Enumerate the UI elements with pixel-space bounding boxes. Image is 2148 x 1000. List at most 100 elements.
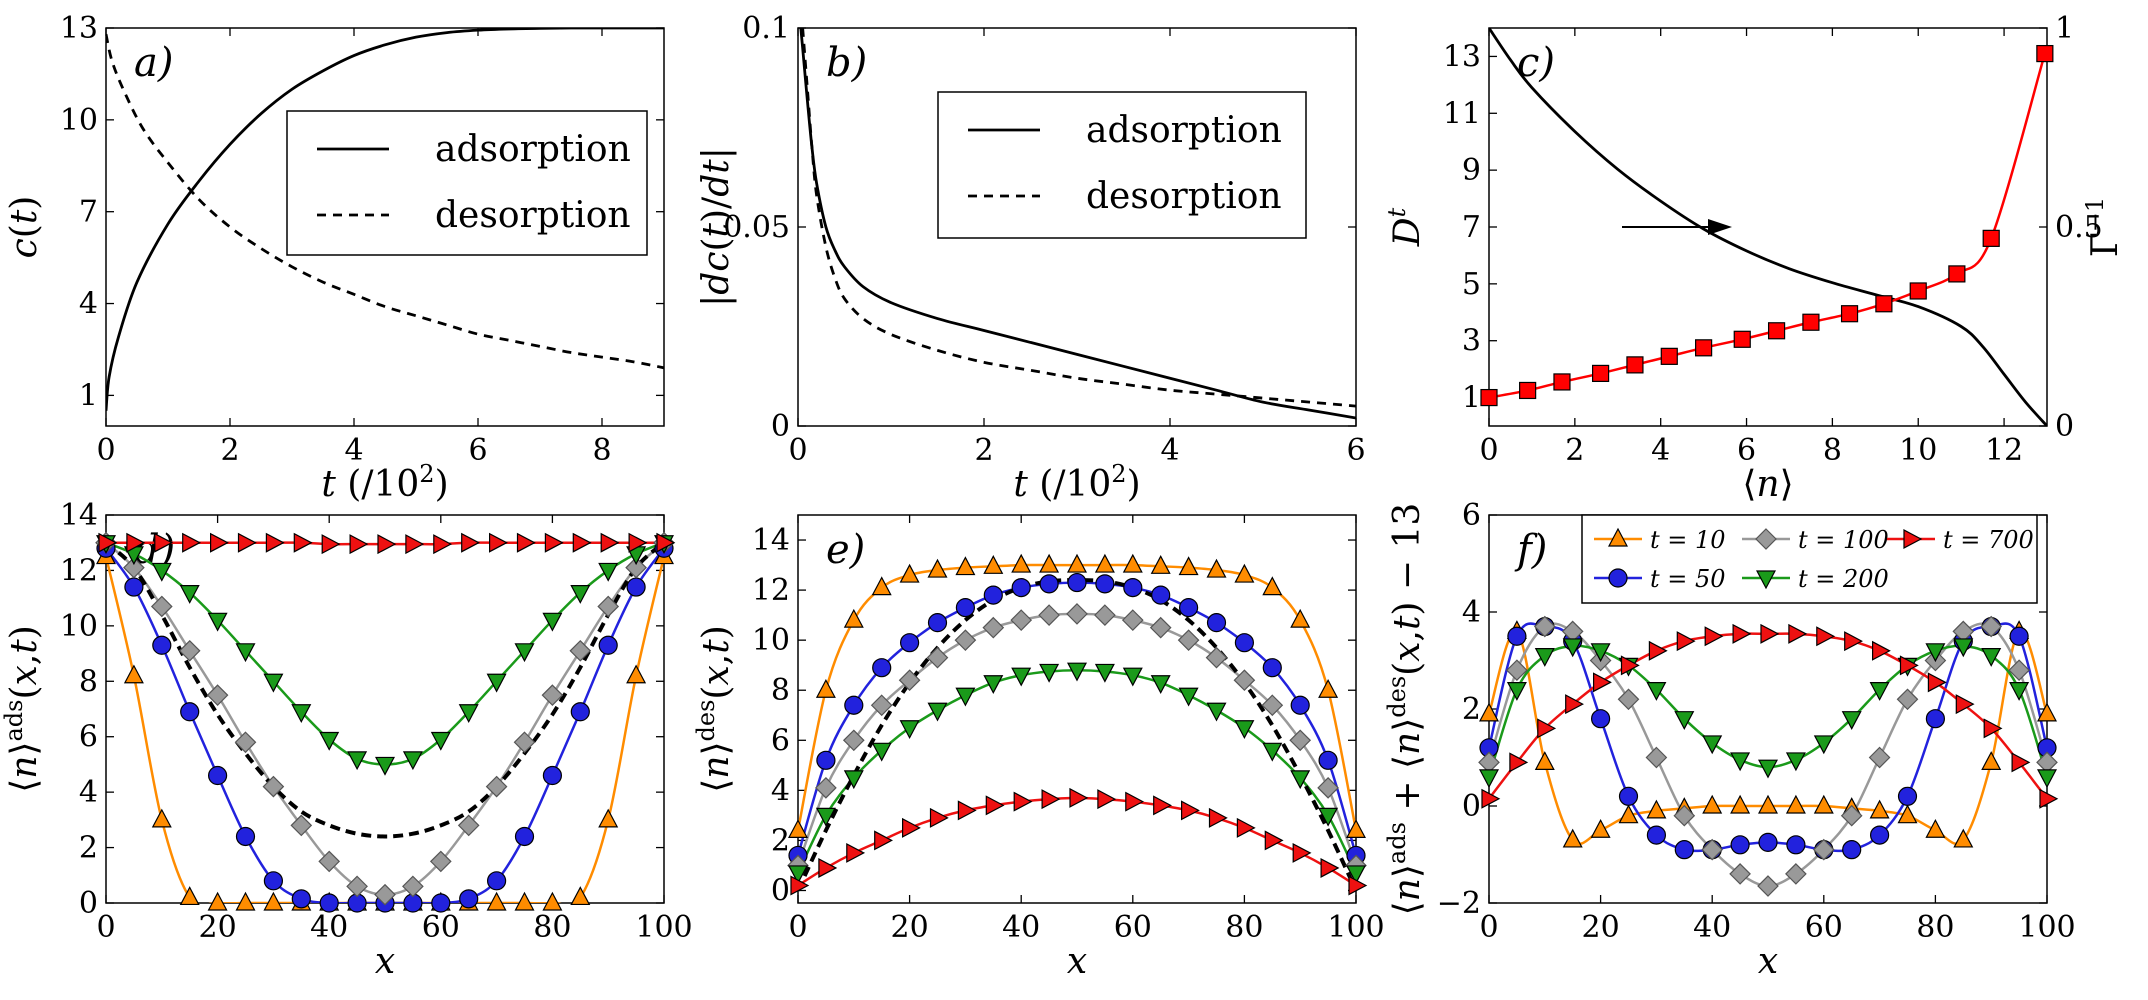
panel-d-ytick-label: 14 (60, 498, 98, 533)
panel-d-series-t-200-marker (458, 704, 479, 724)
panel-c-y2label-exp: −1 (2081, 197, 2109, 232)
panel-f-series-t-10-marker (1590, 818, 1611, 838)
panel-f-series-t-10-marker (1646, 799, 1667, 819)
panel-f-series-t-50-marker (1842, 840, 1862, 860)
panel-f-series-t-10-marker (1479, 702, 1499, 722)
panel-e-series-t-10-marker (983, 555, 1004, 574)
panel-e-xlabel-part-0: x (1067, 941, 1087, 982)
panel-e-series-t-200-marker (1094, 663, 1115, 683)
panel-f-series-t-50-marker (1590, 709, 1611, 729)
panel-d-series-t-100-marker (150, 595, 173, 618)
panel-f-series-t-50-marker (1674, 840, 1694, 860)
panel-e-series-t-700-marker (790, 875, 810, 896)
panel-e-series-t-700-marker (985, 795, 1005, 816)
panel-f-series-t-10-marker (1562, 828, 1583, 848)
panel-c-xlabel: ⟨n⟩ (1742, 464, 1793, 505)
panel-d-series-t-10-marker (486, 891, 507, 911)
panel-e-ytick-label: 2 (771, 823, 790, 858)
panel-f-series-t-700-marker (1871, 640, 1891, 661)
panel-d-series-t-200-marker (542, 612, 563, 632)
panel-c-series-d-t-marker (1591, 364, 1610, 383)
panel-e-series-t-200-marker (927, 702, 948, 722)
panel-f-series-t-10-marker (1953, 828, 1974, 848)
panel-e-series-t-50-marker (899, 633, 920, 653)
panel-f-series-t-100-marker (1868, 746, 1891, 769)
panel-f-series-t-200-marker (2037, 769, 2057, 789)
panel-f-legend-t-50-marker (1608, 568, 1628, 588)
panel-a-ytick-label: 10 (60, 103, 98, 138)
panel-f-series-t-200-marker (1758, 759, 1778, 779)
panel-c-arrow-head (1708, 219, 1732, 235)
panel-f-series-t-10-marker (1730, 794, 1751, 814)
panel-c-ytick-label: 1 (1462, 381, 1481, 416)
panel-f-series-t-10-marker (1981, 751, 2002, 770)
panel-c-series-d-t-marker (1909, 282, 1927, 300)
panel-c-ytick-label: 3 (1462, 324, 1481, 359)
panel-f-series-t-50-marker (1869, 825, 1890, 845)
panel-d-series-t-50-marker (514, 826, 535, 847)
panel-d-ylabel-part-4: ( (4, 685, 45, 699)
panel-f-ytick-label: 2 (1462, 692, 1481, 727)
panel-f-series-t-200-line (1489, 644, 2047, 778)
panel-f-series-t-100-marker (2008, 659, 2030, 682)
panel-d-series-t-700-marker (154, 532, 174, 553)
panel-e-series-t-10-marker (955, 556, 976, 576)
panel-f-series-t-200-marker (1785, 752, 1806, 772)
panel-e-xtick-label: 80 (1225, 910, 1263, 945)
panel-d-series-t-50-marker (152, 635, 172, 655)
panel-f-ylabel-part-8: ( (1387, 662, 1428, 676)
panel-e-ylabel-part-3: des (692, 700, 720, 742)
panel-d-series-t-50-marker (263, 871, 283, 891)
panel-f-series-t-700-marker (1481, 788, 1501, 809)
panel-d-series-t-10-marker (179, 886, 200, 906)
panel-a-xtick-label: 2 (220, 433, 239, 468)
panel-c-ytick-label: 11 (1443, 96, 1481, 131)
panel-a-xlabel: t (/102) (321, 460, 448, 505)
panel-f-series-t-50-marker (2009, 626, 2029, 646)
panel-e-series-t-10-marker (1234, 563, 1255, 583)
panel-e-series-t-10-marker (843, 608, 864, 628)
panel-f-series-t-700-marker (1537, 718, 1557, 739)
panel-c-series-d-t-marker (1733, 330, 1751, 348)
panel-d-series-t-700-marker (98, 532, 118, 553)
panel-f-series-t-700-marker (1927, 672, 1947, 693)
panel-e-series-t-50-marker (844, 695, 864, 715)
panel-d-series-t-10-marker (235, 891, 256, 911)
panel-e-series-t-50-marker (1262, 658, 1282, 678)
panel-f-ylabel-part-3: ads (1383, 822, 1411, 864)
panel-b-xtick-label: 4 (1160, 433, 1179, 468)
panel-d-ylabel-part-2: ⟩ (4, 742, 45, 756)
panel-f-series-t-100-marker (1701, 838, 1724, 861)
panel-d-ytick-label: 8 (79, 664, 98, 699)
panel-d-series-t-200-marker (207, 612, 228, 632)
panel-d-series-t-700-marker (210, 532, 229, 553)
panel-e-series-t-100-marker (815, 777, 837, 799)
panel-e-series-t-200-marker (1067, 662, 1087, 682)
panel-d-ytick-label: 12 (60, 553, 98, 588)
panel-d-series-t-10-line (106, 556, 664, 903)
panel-e-series-t-100-marker (1038, 604, 1060, 626)
panel-d-series-t-200-marker (263, 673, 284, 693)
panel-b-ytick-label: 0.1 (742, 11, 790, 46)
panel-b-ylabel-part-3: t (696, 222, 737, 237)
panel-f-series-t-200-marker (1813, 735, 1834, 755)
panel-e-series-t-700-marker (1292, 842, 1312, 863)
panel-e-series-t-100-marker (1289, 729, 1312, 752)
panel-e-xtick-label: 100 (1327, 910, 1384, 945)
panel-d-xtick-label: 60 (422, 910, 460, 945)
panel-a-xlabel-part-2: 2 (419, 460, 434, 488)
panel-c-series-d-t-marker (1553, 373, 1571, 391)
panel-e-series-t-10-marker (871, 576, 892, 596)
panel-c-ytick-label: 7 (1462, 210, 1481, 245)
panel-e-series-t-700-marker (1069, 787, 1089, 808)
panel-b-xlabel-part-0: t (1013, 464, 1028, 505)
panel-e-xtick-label: 60 (1114, 910, 1152, 945)
panel-c-ylabel-part-1: t (1383, 207, 1411, 217)
panel-b-series-group (799, 28, 1356, 420)
panel-d-ylabel-part-6: , (4, 654, 45, 665)
panel-e-series-t-50-marker (1318, 750, 1338, 770)
panel-d-series-t-200-marker (430, 731, 451, 751)
panel-b-xlabel-part-1: (/10 (1028, 464, 1111, 505)
panel-f-series-t-200-marker (1869, 681, 1890, 701)
